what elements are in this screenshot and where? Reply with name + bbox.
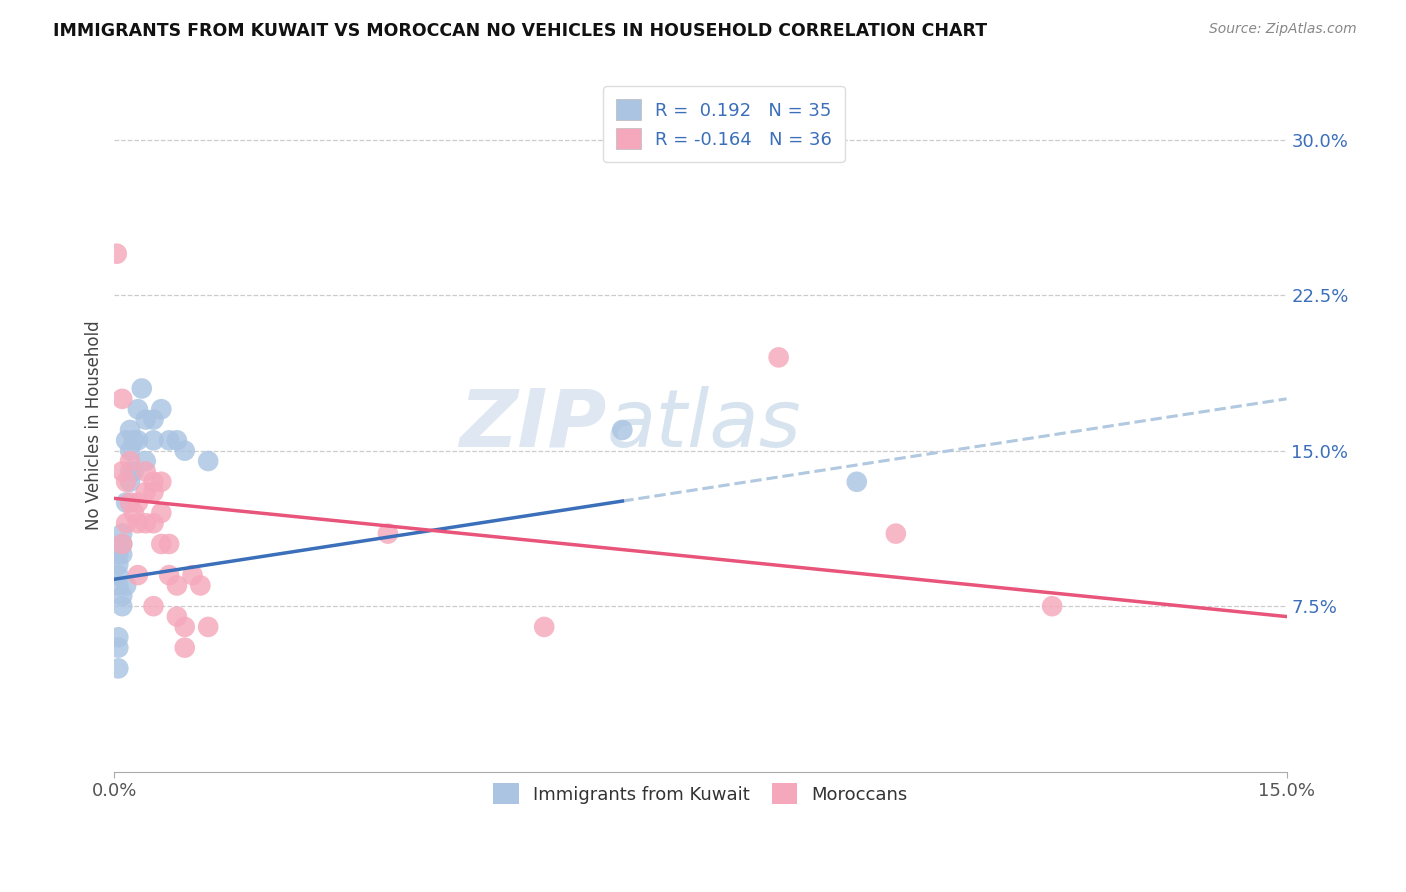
Point bbox=[150, 402, 173, 417]
Point bbox=[135, 464, 157, 478]
Point bbox=[135, 412, 157, 426]
Point bbox=[115, 495, 138, 509]
Point bbox=[1040, 599, 1063, 614]
Point bbox=[111, 392, 134, 406]
Point bbox=[135, 516, 157, 531]
Point bbox=[533, 620, 555, 634]
Text: Source: ZipAtlas.com: Source: ZipAtlas.com bbox=[1209, 22, 1357, 37]
Point bbox=[173, 620, 195, 634]
Point bbox=[107, 630, 129, 644]
Point bbox=[107, 640, 129, 655]
Point bbox=[118, 475, 141, 489]
Point bbox=[127, 495, 149, 509]
Point bbox=[142, 434, 165, 448]
Point bbox=[197, 454, 219, 468]
Point bbox=[118, 464, 141, 478]
Point bbox=[107, 558, 129, 572]
Point bbox=[111, 599, 134, 614]
Point bbox=[127, 402, 149, 417]
Point bbox=[150, 506, 173, 520]
Point bbox=[127, 568, 149, 582]
Point bbox=[111, 526, 134, 541]
Point bbox=[118, 495, 141, 509]
Point bbox=[150, 537, 173, 551]
Point bbox=[118, 423, 141, 437]
Point bbox=[166, 434, 188, 448]
Point bbox=[107, 661, 129, 675]
Point bbox=[142, 412, 165, 426]
Point bbox=[135, 454, 157, 468]
Point bbox=[142, 599, 165, 614]
Text: IMMIGRANTS FROM KUWAIT VS MOROCCAN NO VEHICLES IN HOUSEHOLD CORRELATION CHART: IMMIGRANTS FROM KUWAIT VS MOROCCAN NO VE… bbox=[53, 22, 987, 40]
Point bbox=[115, 516, 138, 531]
Point bbox=[181, 568, 204, 582]
Point bbox=[377, 526, 399, 541]
Point bbox=[122, 464, 145, 478]
Point bbox=[107, 568, 129, 582]
Point bbox=[127, 516, 149, 531]
Text: ZIP: ZIP bbox=[460, 385, 607, 464]
Point bbox=[173, 443, 195, 458]
Point bbox=[118, 443, 141, 458]
Point bbox=[142, 516, 165, 531]
Point bbox=[135, 485, 157, 500]
Point bbox=[884, 526, 907, 541]
Point bbox=[197, 620, 219, 634]
Point bbox=[166, 609, 188, 624]
Point bbox=[845, 475, 868, 489]
Point bbox=[111, 537, 134, 551]
Point bbox=[118, 454, 141, 468]
Legend: Immigrants from Kuwait, Moroccans: Immigrants from Kuwait, Moroccans bbox=[482, 772, 918, 815]
Point bbox=[111, 589, 134, 603]
Point bbox=[111, 537, 134, 551]
Point bbox=[115, 475, 138, 489]
Point bbox=[127, 434, 149, 448]
Point bbox=[142, 475, 165, 489]
Point bbox=[122, 434, 145, 448]
Point bbox=[111, 547, 134, 561]
Point bbox=[157, 537, 180, 551]
Point bbox=[107, 547, 129, 561]
Point bbox=[768, 351, 790, 365]
Y-axis label: No Vehicles in Household: No Vehicles in Household bbox=[86, 320, 103, 530]
Point bbox=[173, 640, 195, 655]
Point bbox=[122, 506, 145, 520]
Point bbox=[157, 434, 180, 448]
Point bbox=[131, 382, 153, 396]
Point bbox=[142, 485, 165, 500]
Text: atlas: atlas bbox=[607, 385, 801, 464]
Point bbox=[105, 246, 128, 260]
Point bbox=[150, 475, 173, 489]
Point bbox=[157, 568, 180, 582]
Point bbox=[115, 434, 138, 448]
Point bbox=[111, 464, 134, 478]
Point bbox=[612, 423, 634, 437]
Point bbox=[115, 578, 138, 592]
Point bbox=[190, 578, 212, 592]
Point bbox=[107, 578, 129, 592]
Point bbox=[166, 578, 188, 592]
